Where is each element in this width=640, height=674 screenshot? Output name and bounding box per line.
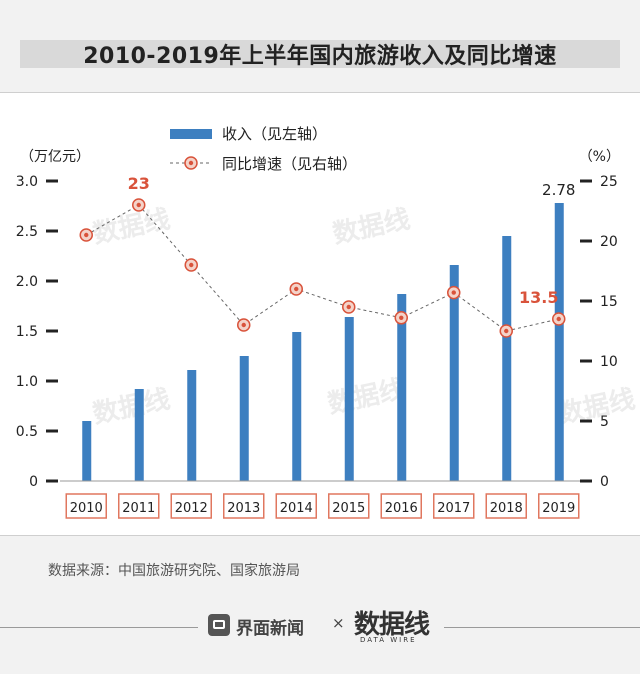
category-box-2017 xyxy=(433,493,475,519)
page-title: 2010-2019年上半年国内旅游收入及同比增速 xyxy=(83,44,557,69)
bar-2012 xyxy=(187,370,197,481)
bar-2016 xyxy=(397,294,407,481)
right-tick-label-2: 10 xyxy=(600,354,618,370)
bar-2014 xyxy=(292,332,302,481)
category-label-2011: 2011 xyxy=(122,501,155,516)
category-box-2014 xyxy=(275,493,317,519)
growth-point-dot-2010 xyxy=(84,232,89,238)
left-tick-label-1: 0.5 xyxy=(16,424,38,440)
jiemian-logo-icon xyxy=(208,614,230,636)
category-label-2016: 2016 xyxy=(385,501,418,516)
legend-point-dot xyxy=(188,160,194,166)
watermark-0: 数据线 xyxy=(90,204,173,250)
category-label-2019: 2019 xyxy=(542,501,575,516)
category-box-2012 xyxy=(170,493,212,519)
brand-name: 界面新闻 xyxy=(236,619,304,639)
bar-2019 xyxy=(554,203,564,481)
growth-point-dot-2017 xyxy=(451,290,456,295)
growth-point-dot-2012 xyxy=(189,262,194,268)
growth-label-2011: 23 xyxy=(128,174,150,193)
chart-panel: 数据线 数据线 数据线 数据线 数据线 （万亿元） 0 0.5 1.0 1.5 2.0 2.5 3.0 （… xyxy=(0,92,640,536)
source-note: 数据来源：中国旅游研究院、国家旅游局 xyxy=(48,563,300,579)
left-tick-label-5: 2.5 xyxy=(16,224,38,240)
category-label-2018: 2018 xyxy=(490,501,523,516)
left-tick-label-0: 0 xyxy=(29,474,38,490)
watermark-3: 数据线 xyxy=(325,374,408,420)
growth-point-dot-2015 xyxy=(346,304,351,310)
category-box-2010 xyxy=(65,493,107,519)
left-tick-label-2: 1.0 xyxy=(16,374,38,390)
right-tick-label-1: 5 xyxy=(600,414,609,430)
bar-2010 xyxy=(82,421,92,481)
bar-2015 xyxy=(344,317,354,481)
footer-rule-right xyxy=(444,627,640,628)
brand-times: × xyxy=(332,614,345,632)
category-label-2010: 2010 xyxy=(70,501,103,516)
category-label-2014: 2014 xyxy=(280,501,313,516)
category-box-2011 xyxy=(118,493,160,519)
left-tick-label-3: 1.5 xyxy=(16,324,38,340)
right-tick-label-4: 20 xyxy=(600,234,618,250)
growth-label-2019: 13.5 xyxy=(519,288,558,307)
category-box-2016 xyxy=(380,493,422,519)
category-box-2019 xyxy=(538,493,580,519)
legend-bar-swatch xyxy=(170,129,212,139)
growth-point-dot-2018 xyxy=(504,328,509,334)
datawire-logo-sub: DATA WIRE xyxy=(360,636,417,644)
right-tick-label-5: 25 xyxy=(600,174,618,190)
datawire-logo: 数据线 DATA WIRE xyxy=(354,604,438,646)
category-box-2018 xyxy=(485,493,527,519)
right-tick-label-0: 0 xyxy=(600,474,609,490)
growth-point-dot-2011 xyxy=(136,202,141,208)
category-label-2017: 2017 xyxy=(437,501,470,516)
growth-point-dot-2013 xyxy=(241,322,246,328)
bar-2011 xyxy=(134,389,144,481)
growth-point-dot-2019 xyxy=(556,316,561,322)
bar-2013 xyxy=(239,356,249,481)
growth-point-dot-2016 xyxy=(399,315,404,320)
category-label-2013: 2013 xyxy=(227,501,260,516)
category-box-2013 xyxy=(223,493,265,519)
legend-line-label: 同比增速（见右轴） xyxy=(222,155,357,173)
left-tick-label-6: 3.0 xyxy=(16,174,38,190)
footer-rule-left xyxy=(0,627,198,628)
bar-label-2019: 2.78 xyxy=(542,181,575,199)
bar-2017 xyxy=(449,265,459,481)
watermark-4: 数据线 xyxy=(555,384,638,430)
category-label-2012: 2012 xyxy=(175,501,208,516)
watermark-1: 数据线 xyxy=(330,204,413,250)
category-box-2015 xyxy=(328,493,370,519)
right-tick-label-3: 15 xyxy=(600,294,618,310)
bar-2018 xyxy=(502,236,512,481)
left-tick-label-4: 2.0 xyxy=(16,274,38,290)
title-band xyxy=(20,40,620,68)
left-axis-label: （万亿元） xyxy=(20,149,90,165)
category-label-2015: 2015 xyxy=(332,501,365,516)
watermark-2: 数据线 xyxy=(90,384,173,430)
growth-point-dot-2014 xyxy=(294,286,299,292)
legend-bar-label: 收入（见左轴） xyxy=(222,125,327,143)
datawire-logo-text: 数据线 xyxy=(354,610,430,640)
right-axis-label: （%） xyxy=(579,149,620,165)
